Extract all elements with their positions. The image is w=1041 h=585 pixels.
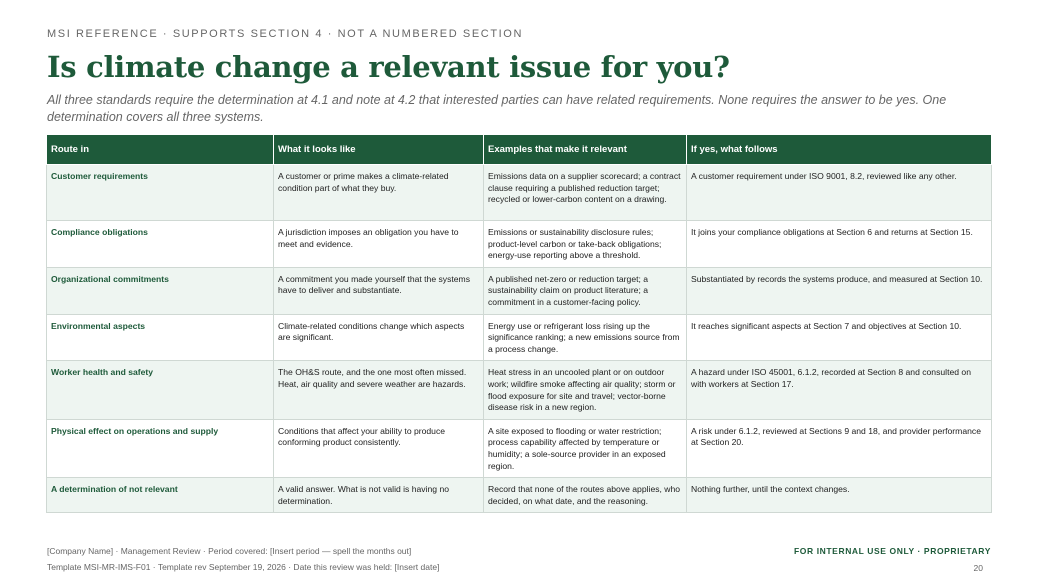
table-row: Organizational commitments A commitment … (46, 266, 992, 315)
examples-cell: Emissions or sustainability disclosure r… (483, 220, 687, 268)
looks-cell: A jurisdiction imposes an obligation you… (273, 220, 484, 268)
examples-cell: Record that none of the routes above app… (483, 477, 687, 514)
table-row: Customer requirements A customer or prim… (46, 164, 992, 221)
looks-cell: Climate-related conditions change which … (273, 313, 484, 362)
examples-cell: Heat stress in an uncooled plant or on o… (483, 360, 687, 420)
table-header-row: Route in What it looks like Examples tha… (46, 134, 992, 165)
header-route-in: Route in (46, 134, 274, 165)
looks-cell: A customer or prime makes a climate-rela… (273, 164, 484, 221)
footer-template-line: Template MSI-MR-IMS-F01 · Template rev S… (47, 562, 440, 572)
table-row: Environmental aspects Climate-related co… (46, 313, 992, 362)
examples-cell: A site exposed to flooding or water rest… (483, 418, 687, 479)
looks-cell: A valid answer. What is not valid is hav… (273, 477, 484, 514)
follows-cell: Substantiated by records the systems pro… (686, 266, 992, 315)
table-row: Physical effect on operations and supply… (46, 418, 992, 479)
follows-cell: It joins your compliance obligations at … (686, 220, 992, 268)
follows-cell: A risk under 6.1.2, reviewed at Sections… (686, 418, 992, 479)
route-cell: Physical effect on operations and supply (46, 418, 274, 479)
climate-relevance-table: Route in What it looks like Examples tha… (46, 134, 992, 514)
looks-cell: The OH&S route, and the one most often m… (273, 360, 484, 420)
header-what-it-looks-like: What it looks like (273, 134, 484, 165)
follows-cell: A hazard under ISO 45001, 6.1.2, recorde… (686, 360, 992, 420)
eyebrow-label: MSI REFERENCE · SUPPORTS SECTION 4 · NOT… (47, 28, 523, 40)
looks-cell: A commitment you made yourself that the … (273, 266, 484, 315)
header-examples: Examples that make it relevant (483, 134, 687, 165)
page-subtitle: All three standards require the determin… (47, 93, 947, 124)
examples-cell: Energy use or refrigerant loss rising up… (483, 313, 687, 362)
follows-cell: It reaches significant aspects at Sectio… (686, 313, 992, 362)
route-cell: Environmental aspects (46, 313, 274, 362)
examples-cell: A published net-zero or reduction target… (483, 266, 687, 315)
route-cell: Worker health and safety (46, 360, 274, 420)
route-cell: Compliance obligations (46, 220, 274, 268)
route-cell: A determination of not relevant (46, 477, 274, 514)
table-row: Compliance obligations A jurisdiction im… (46, 220, 992, 268)
header-if-yes: If yes, what follows (686, 134, 992, 165)
looks-cell: Conditions that affect your ability to p… (273, 418, 484, 479)
table-row: Worker health and safety The OH&S route,… (46, 360, 992, 420)
examples-cell: Emissions data on a supplier scorecard; … (483, 164, 687, 221)
follows-cell: Nothing further, until the context chang… (686, 477, 992, 514)
footer-classification: FOR INTERNAL USE ONLY · PROPRIETARY (793, 546, 991, 556)
page-title: Is climate change a relevant issue for y… (47, 50, 730, 84)
table-body: Customer requirements A customer or prim… (46, 164, 992, 514)
table-header: Route in What it looks like Examples tha… (46, 134, 992, 165)
footer-company-line: [Company Name] · Management Review · Per… (47, 546, 412, 556)
page-number: 20 (973, 563, 983, 573)
route-cell: Organizational commitments (46, 266, 274, 315)
table-row: A determination of not relevant A valid … (46, 477, 992, 514)
route-cell: Customer requirements (46, 164, 274, 221)
follows-cell: A customer requirement under ISO 9001, 8… (686, 164, 992, 221)
